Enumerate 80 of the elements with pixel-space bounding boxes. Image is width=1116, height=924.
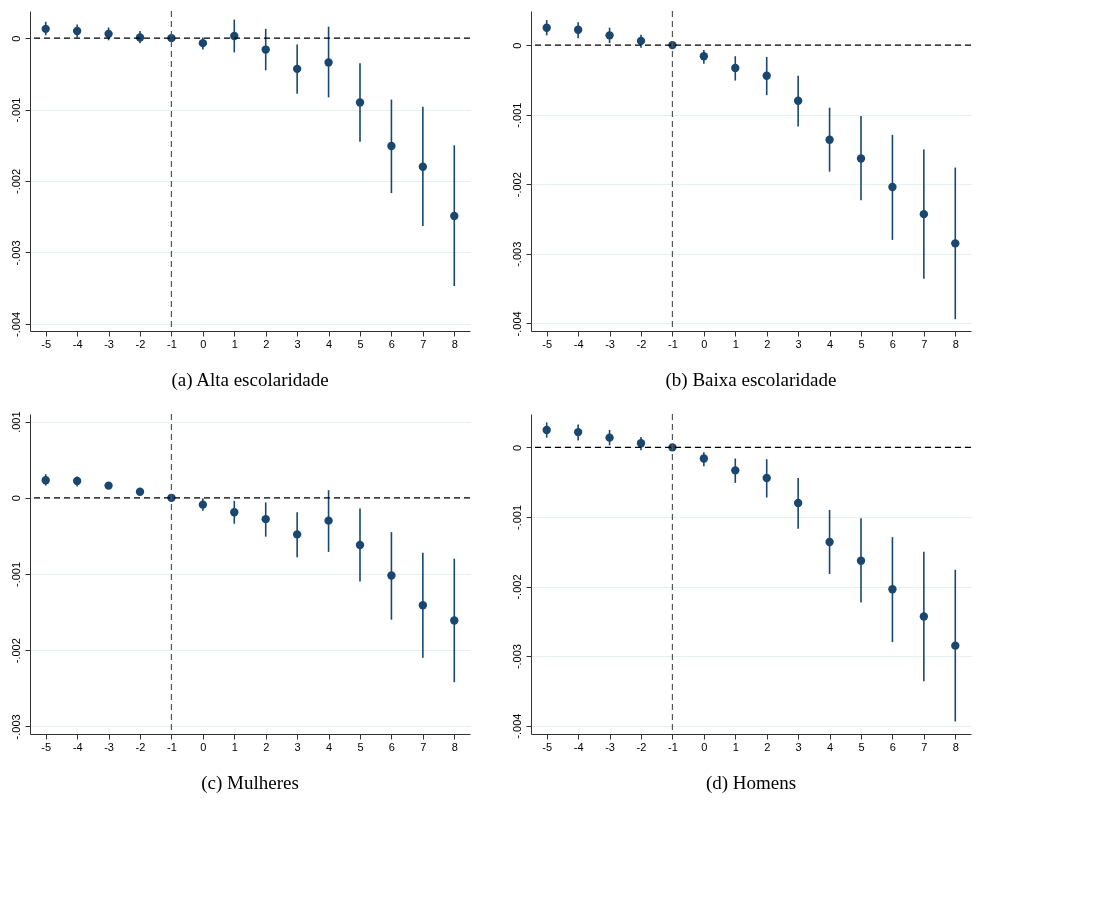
- x-tick-label: 4: [326, 337, 333, 350]
- y-tick-label: -.002: [510, 574, 523, 600]
- x-tick-label: 6: [388, 337, 395, 350]
- x-tick-label: 1: [231, 740, 238, 753]
- x-tick-label: -1: [668, 740, 678, 753]
- y-tick-label: -.001: [510, 504, 523, 530]
- x-tick-label: 7: [921, 337, 928, 350]
- text: (d) Homens: [705, 772, 797, 794]
- x-tick-label: 1: [732, 337, 739, 350]
- y-tick-label: 0: [9, 35, 22, 42]
- x-tick-label: 1: [732, 740, 739, 753]
- x-tick-label: -2: [636, 337, 647, 350]
- x-tick-label: 7: [420, 740, 427, 753]
- x-tick-label: 6: [889, 337, 896, 350]
- y-tick-label: -.002: [9, 638, 22, 664]
- x-tick-label: 8: [952, 337, 959, 350]
- x-tick-label: 8: [952, 740, 959, 753]
- x-tick-label: -3: [104, 740, 114, 753]
- x-tick-label: 6: [388, 740, 395, 753]
- x-tick-label: 4: [827, 740, 834, 753]
- x-tick-label: -3: [104, 337, 114, 350]
- text: (c) Mulheres: [201, 772, 299, 794]
- x-tick-label: 8: [451, 740, 458, 753]
- y-tick-label: -.001: [9, 97, 22, 123]
- x-tick-label: -5: [542, 740, 553, 753]
- x-tick-label: -4: [72, 337, 83, 350]
- x-tick-label: 5: [858, 337, 865, 350]
- x-tick-label: 5: [357, 337, 364, 350]
- x-tick-label: 7: [921, 740, 928, 753]
- x-tick-label: -2: [135, 337, 146, 350]
- y-tick-label: -.001: [9, 561, 22, 588]
- x-tick-label: 3: [294, 337, 301, 350]
- x-tick-label: -3: [605, 337, 615, 350]
- x-tick-label: -2: [636, 740, 647, 753]
- y-tick-label: -.002: [9, 168, 22, 195]
- x-tick-label: 4: [326, 740, 333, 753]
- x-tick-label: 2: [764, 337, 771, 350]
- x-tick-label: 1: [231, 337, 238, 350]
- x-tick-label: 7: [420, 337, 427, 350]
- text: (a) Alta escolaridade: [171, 369, 329, 391]
- x-tick-label: 5: [858, 740, 865, 753]
- y-tick-label: -.004: [510, 713, 523, 739]
- x-tick-label: -5: [41, 740, 52, 753]
- x-tick-label: 8: [451, 337, 458, 350]
- x-tick-label: 0: [200, 337, 207, 350]
- y-tick-label: 0: [510, 42, 523, 49]
- x-tick-label: 3: [795, 740, 802, 753]
- x-tick-label: -3: [605, 740, 615, 753]
- x-tick-label: 0: [701, 337, 708, 350]
- x-tick-label: 2: [263, 740, 270, 753]
- y-tick-label: -.002: [510, 172, 523, 198]
- x-tick-label: -2: [135, 740, 146, 753]
- x-tick-label: -1: [167, 740, 177, 753]
- y-tick-label: -.003: [9, 714, 22, 740]
- y-tick-label: -.003: [510, 241, 523, 267]
- x-tick-label: 0: [701, 740, 708, 753]
- x-tick-label: -4: [72, 740, 83, 753]
- x-tick-label: 0: [200, 740, 207, 753]
- y-tick-label: -.003: [9, 240, 22, 266]
- x-tick-label: 3: [294, 740, 301, 753]
- y-tick-label: 0: [510, 444, 523, 451]
- x-tick-label: 2: [263, 337, 270, 350]
- x-tick-label: -5: [41, 337, 52, 350]
- x-tick-label: -1: [668, 337, 678, 350]
- y-tick-label: -.004: [9, 311, 22, 337]
- x-tick-label: -5: [542, 337, 553, 350]
- x-tick-label: 4: [827, 337, 834, 350]
- y-tick-label: 0: [9, 495, 22, 502]
- x-tick-label: 3: [795, 337, 802, 350]
- x-tick-label: -4: [573, 740, 584, 753]
- x-tick-label: 6: [889, 740, 896, 753]
- x-tick-label: -1: [167, 337, 177, 350]
- text: (b) Baixa escolaridade: [665, 369, 837, 391]
- y-tick-label: -.001: [510, 102, 523, 128]
- y-tick-label: -.003: [510, 644, 523, 670]
- y-tick-label: -.004: [510, 311, 523, 337]
- x-tick-label: 5: [357, 740, 364, 753]
- y-tick-label: .001: [9, 411, 22, 433]
- x-tick-label: 2: [764, 740, 771, 753]
- x-tick-label: -4: [573, 337, 584, 350]
